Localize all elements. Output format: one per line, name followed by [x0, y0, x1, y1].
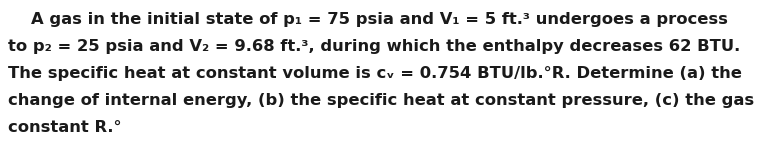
Text: A gas in the initial state of p₁ = 75 psia and V₁ = 5 ft.³ undergoes a process: A gas in the initial state of p₁ = 75 ps…	[8, 12, 728, 27]
Text: The specific heat at constant volume is cᵥ = 0.754 BTU/lb.°R. Determine (a) the: The specific heat at constant volume is …	[8, 66, 742, 81]
Text: constant R.°: constant R.°	[8, 120, 122, 135]
Text: change of internal energy, (b) the specific heat at constant pressure, (c) the g: change of internal energy, (b) the speci…	[8, 93, 754, 108]
Text: to p₂ = 25 psia and V₂ = 9.68 ft.³, during which the enthalpy decreases 62 BTU.: to p₂ = 25 psia and V₂ = 9.68 ft.³, duri…	[8, 39, 740, 54]
